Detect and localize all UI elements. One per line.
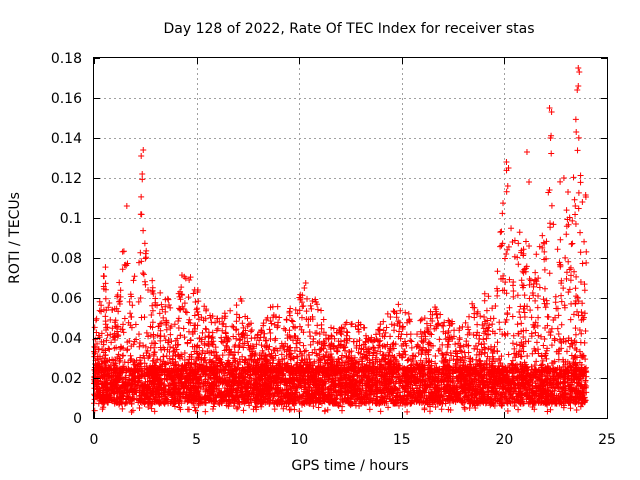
data-points: [91, 65, 590, 415]
chart-title: Day 128 of 2022, Rate Of TEC Index for r…: [163, 21, 534, 37]
